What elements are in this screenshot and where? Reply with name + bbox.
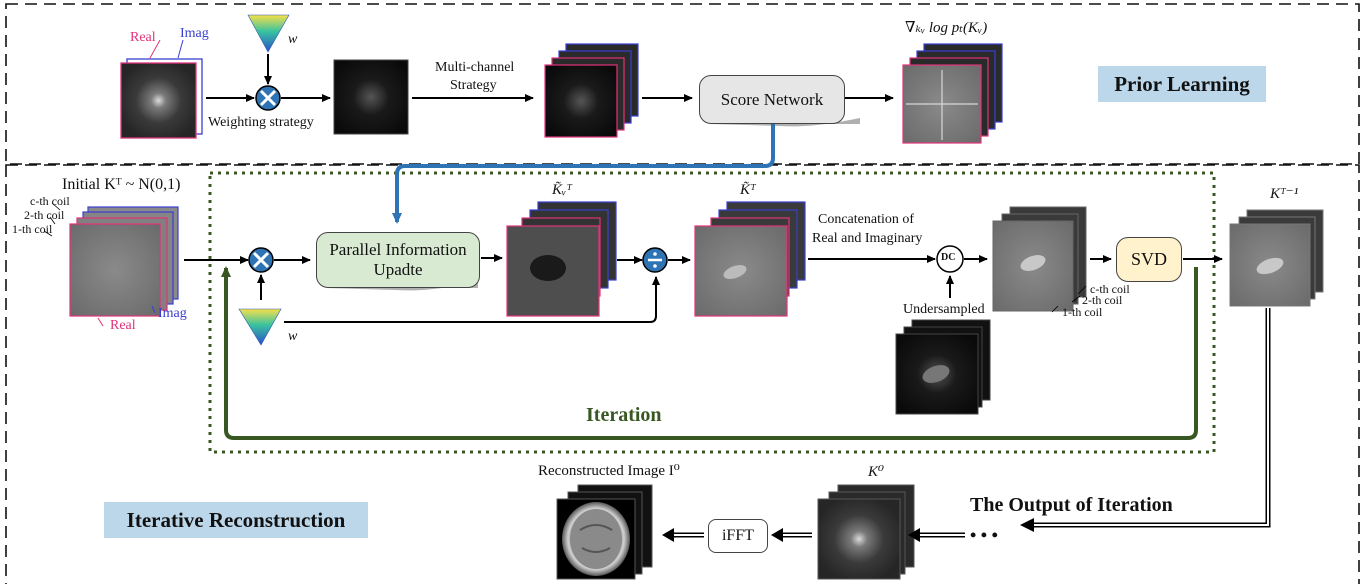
prior-learning-tag: Prior Learning	[1098, 66, 1266, 102]
real-label: Real	[130, 30, 156, 45]
reconstructed-stack	[556, 484, 653, 580]
score-network-box: Score Network	[699, 75, 845, 124]
multiply-icon-recon	[248, 247, 274, 273]
weight-w-label: w	[288, 32, 298, 47]
imag-callout-line	[177, 39, 184, 59]
dc-coil2-label: 2-th coil	[1082, 293, 1123, 307]
score-to-parallel-arrow	[392, 123, 775, 224]
recon-real-callout	[97, 317, 104, 327]
k-tilde-stack	[694, 201, 806, 317]
concat-label-2: Real and Imaginary	[812, 231, 923, 246]
w-to-divide-path	[284, 276, 660, 323]
recon-imag-callout	[151, 305, 156, 314]
weighting-strategy-label: Weighting strategy	[208, 115, 314, 130]
svd-box: SVD	[1116, 237, 1182, 282]
parallel-label-1: Parallel Information	[329, 240, 467, 259]
output-double-line-inner	[1030, 308, 1269, 526]
coil2-label: 2-th coil	[24, 208, 65, 222]
weight-surface-icon-recon	[238, 308, 282, 346]
initial-noise-stack	[69, 206, 179, 317]
undersampled-label: Undersampled	[903, 302, 985, 317]
dots-label: • • •	[970, 525, 998, 545]
parallel-label-2: Upadte	[373, 260, 423, 279]
dc-circle	[936, 245, 964, 273]
output-arrow-head	[1020, 518, 1034, 532]
dc-label: DC	[941, 252, 956, 263]
weight-surface-icon	[247, 14, 290, 53]
k-tilde-label: K̃ᵀ	[740, 182, 756, 198]
iteration-label: Iteration	[586, 404, 662, 426]
dc-c-coil-label: c-th coil	[1090, 282, 1130, 296]
coil-bracket	[43, 202, 61, 237]
prior-input-kspace	[120, 58, 203, 139]
gradient-label: ∇ₖᵥ log pₜ(Kᵥ)	[905, 20, 988, 36]
recon-imag-label: Imag	[158, 306, 187, 321]
concat-label-1: Concatenation of	[818, 212, 915, 227]
divide-icon	[642, 247, 668, 273]
k0-label: K⁰	[868, 464, 885, 480]
multichannel-label-1: Multi-channel	[435, 60, 515, 75]
gradient-stack	[902, 43, 1003, 144]
multiply-icon-prior	[255, 85, 281, 111]
k-prev-label: Kᵀ⁻¹	[1270, 186, 1299, 202]
reconstructed-label: Reconstructed Image I⁰	[538, 463, 680, 479]
c-coil-label: c-th coil	[30, 194, 70, 208]
iteration-loop-arrow	[221, 266, 1198, 440]
output-label: The Output of Iteration	[970, 494, 1173, 516]
dc-coil-bracket	[1051, 285, 1087, 313]
coil1-label: 1-th coil	[12, 222, 53, 236]
iterative-reconstruction-tag: Iterative Reconstruction	[104, 502, 368, 538]
kw-tilde-label: K̃ᵥᵀ	[552, 182, 572, 198]
multichannel-stack	[544, 43, 639, 138]
k-prev-stack	[1229, 209, 1324, 307]
iteration-box	[208, 171, 1216, 454]
output-double-line	[1030, 308, 1271, 528]
double-arrow-k0-to-ifft	[771, 528, 812, 542]
parallel-information-box: Parallel Information Upadte	[316, 232, 480, 288]
dc-coil1-label: 1-th coil	[1062, 305, 1103, 319]
dc-coil-stack	[992, 206, 1087, 312]
ifft-box: iFFT	[708, 519, 768, 553]
double-arrow-dots-to-k0	[908, 528, 965, 542]
undersampled-stack	[895, 319, 991, 415]
recon-w-label: w	[288, 329, 298, 344]
k0-stack	[817, 484, 915, 580]
initial-label: Initial Kᵀ ~ N(0,1)	[62, 176, 181, 193]
score-network-shadow	[710, 118, 860, 127]
double-arrow-ifft-to-image	[662, 528, 704, 542]
weighted-kspace	[333, 59, 409, 135]
multichannel-label-2: Strategy	[450, 78, 497, 93]
recon-real-label: Real	[110, 318, 136, 333]
kw-tilde-stack	[506, 201, 617, 317]
imag-label: Imag	[180, 26, 209, 41]
real-callout-line	[149, 39, 161, 59]
